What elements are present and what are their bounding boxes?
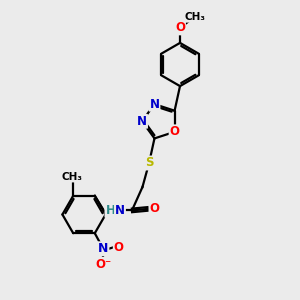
Text: CH₃: CH₃ <box>184 12 206 22</box>
Text: N: N <box>137 115 147 128</box>
Text: S: S <box>145 157 153 169</box>
Text: O: O <box>175 21 185 34</box>
Text: O: O <box>149 202 160 215</box>
Text: N: N <box>98 242 108 255</box>
Text: H: H <box>105 204 115 217</box>
Text: N: N <box>149 98 160 111</box>
Text: CH₃: CH₃ <box>61 172 82 182</box>
Text: O: O <box>114 241 124 254</box>
Text: N: N <box>115 204 125 217</box>
Text: O⁻: O⁻ <box>95 258 111 271</box>
Text: O: O <box>169 125 180 138</box>
